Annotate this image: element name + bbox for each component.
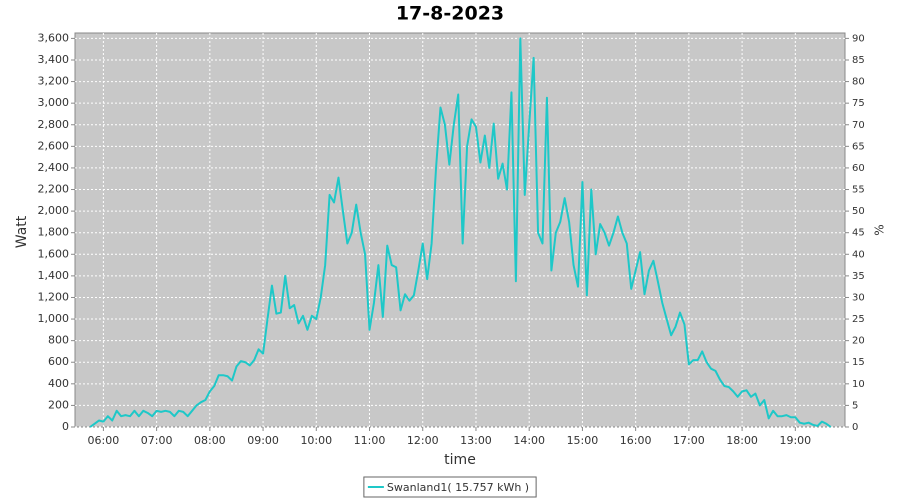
y-tick-label: 2,800 [38, 118, 70, 131]
legend-box [363, 476, 537, 498]
y2-tick-label: 30 [852, 292, 865, 303]
y-tick-label: 1,400 [38, 269, 70, 282]
y2-tick-label: 10 [852, 379, 865, 390]
y-axis-label: Watt [14, 215, 30, 248]
y2-tick-label: 50 [852, 206, 865, 217]
x-tick-label: 16:00 [620, 434, 652, 447]
y2-tick-label: 60 [852, 163, 865, 174]
y-tick-label: 2,600 [38, 139, 70, 152]
series-line [89, 37, 832, 428]
y-tick-label: 1,600 [38, 247, 70, 260]
x-tick-label: 12:00 [407, 434, 439, 447]
y2-tick-label: 90 [852, 33, 865, 44]
y-tick-label: 600 [48, 355, 69, 368]
y-tick-label: 3,200 [38, 75, 70, 88]
y-tick-label: 0 [62, 420, 69, 433]
y2-tick-label: 0 [852, 422, 858, 433]
y2-tick-label: 45 [852, 228, 865, 239]
y-tick-label: 1,200 [38, 290, 70, 303]
y-tick-label: 2,000 [38, 204, 70, 217]
x-axis-label: time [444, 452, 476, 468]
legend: Swanland1( 15.757 kWh ) [363, 476, 537, 498]
x-tick-label: 19:00 [779, 434, 811, 447]
legend-label: Swanland1( 15.757 kWh ) [387, 481, 529, 494]
x-tick-label: 09:00 [247, 434, 279, 447]
y-tick-label: 2,400 [38, 161, 70, 174]
y2-tick-label: 35 [852, 271, 865, 282]
y2-tick-label: 65 [852, 141, 865, 152]
y2-axis-label: % [873, 224, 887, 235]
x-tick-label: 07:00 [141, 434, 173, 447]
y2-tick-label: 55 [852, 185, 865, 196]
x-tick-label: 15:00 [567, 434, 599, 447]
y-tick-label: 3,600 [38, 31, 70, 44]
x-tick-label: 10:00 [300, 434, 332, 447]
y-tick-label: 1,000 [38, 312, 70, 325]
y2-tick-label: 70 [852, 120, 865, 131]
y-tick-label: 3,000 [38, 96, 70, 109]
y-tick-label: 800 [48, 334, 69, 347]
y2-tick-label: 40 [852, 249, 865, 260]
x-tick-label: 13:00 [460, 434, 492, 447]
x-tick-label: 14:00 [513, 434, 545, 447]
y-tick-label: 2,200 [38, 183, 70, 196]
y2-tick-label: 75 [852, 98, 865, 109]
y-tick-label: 1,800 [38, 226, 70, 239]
y2-tick-label: 15 [852, 357, 865, 368]
y2-tick-label: 20 [852, 336, 865, 347]
x-tick-label: 11:00 [354, 434, 386, 447]
y2-tick-label: 25 [852, 314, 865, 325]
x-tick-label: 06:00 [88, 434, 120, 447]
y2-tick-label: 85 [852, 55, 865, 66]
chart-title: 17-8-2023 [396, 3, 504, 25]
x-tick-label: 17:00 [673, 434, 705, 447]
x-tick-label: 18:00 [726, 434, 758, 447]
y2-tick-label: 5 [852, 400, 858, 411]
y2-tick-label: 80 [852, 77, 865, 88]
y-tick-label: 400 [48, 377, 69, 390]
y-tick-label: 3,400 [38, 53, 70, 66]
plot-area [74, 32, 846, 428]
x-tick-label: 08:00 [194, 434, 226, 447]
y-tick-label: 200 [48, 398, 69, 411]
